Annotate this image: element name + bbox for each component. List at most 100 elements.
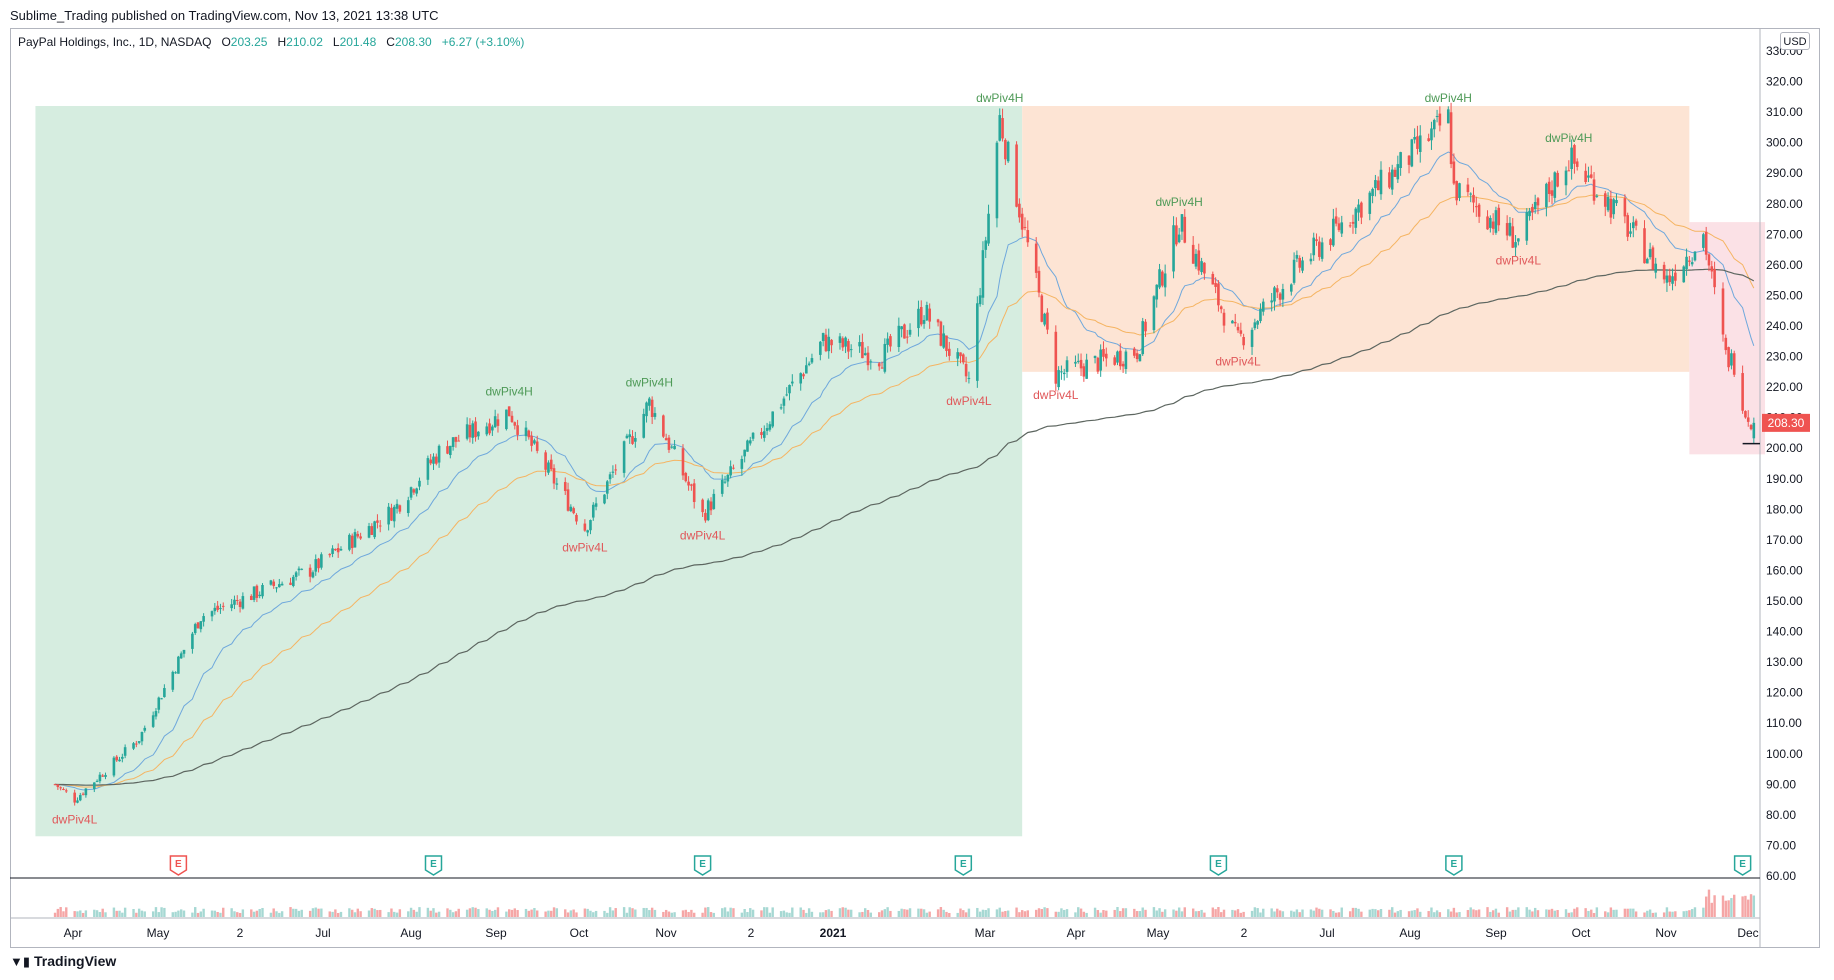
volume-bar [393,911,396,917]
volume-bar [939,907,943,917]
volume-bar [751,909,755,917]
candle-body [998,115,1002,141]
volume-bar [723,907,727,917]
candle-body [1547,181,1551,194]
candle-body [1536,198,1540,206]
candle-body [762,431,766,438]
volume-bar [936,909,940,917]
volume-bar [1407,911,1411,917]
volume-bar [922,909,926,917]
candle-body [1449,112,1453,165]
price-tick-label: 100.00 [1766,747,1803,761]
volume-bar [1752,895,1756,917]
volume-bar [732,908,735,917]
candle-body [1023,226,1027,228]
candle-body [135,743,138,745]
volume-bar [1270,908,1273,917]
candle-body [1194,253,1198,267]
candle-body [1631,222,1635,229]
volume-bar [1525,907,1528,917]
candle-body [1458,183,1461,198]
candle-body [589,520,592,531]
candle-body [1455,181,1458,201]
volume-bar [356,908,360,917]
candle-body [583,523,587,531]
candle-body [1278,293,1282,300]
candle-body [555,483,559,485]
candle-body [751,432,755,439]
candle-body [690,484,693,486]
candle-body [569,506,573,512]
volume-bar [1214,909,1217,917]
earnings-marker-icon[interactable] [954,855,973,876]
candle-body [1332,218,1335,246]
earnings-marker-icon[interactable] [424,855,443,876]
price-tick-label: 240.00 [1766,319,1803,333]
volume-bar [1077,907,1080,917]
earnings-marker-icon[interactable] [169,855,188,876]
candle-body [289,582,292,585]
candle-body [387,506,390,525]
pivot-high-label: dwPiv4H [1545,131,1592,145]
earnings-marker-icon[interactable] [1445,855,1463,876]
earnings-marker-icon[interactable] [693,855,712,876]
candle-body [743,449,746,457]
low-value: 201.48 [339,35,377,49]
candle-body [1749,425,1753,430]
candle-body [1004,139,1007,160]
price-tick-label: 300.00 [1766,136,1803,150]
candle-body [1491,221,1495,229]
volume-bar [1234,910,1237,917]
candle-body [1312,237,1316,256]
candle-body [987,213,990,244]
volume-bar [457,908,460,917]
candle-body [701,499,704,513]
earnings-marker-label: E [960,859,967,870]
pivot-low-label: dwPiv4L [1496,253,1542,267]
volume-bar [151,911,155,917]
volume-bar [137,908,141,917]
volume-bar [1026,910,1029,917]
volume-bar [1074,912,1077,917]
candle-body [1609,198,1613,218]
earnings-marker-icon[interactable] [1209,855,1228,876]
candle-body [457,440,461,442]
volume-bar [634,909,637,917]
volume-bar [690,909,693,917]
candle-body [1102,349,1105,357]
candle-body [1275,288,1279,293]
volume-bar [945,911,948,917]
volume-bar [174,911,177,917]
volume-bar [998,907,1001,917]
volume-bar [642,907,645,917]
volume-bar [819,912,822,917]
volume-bar [1393,912,1397,917]
candle-body [121,756,124,759]
volume-bar [1396,911,1400,917]
candle-body [1079,359,1083,369]
volume-bar [1472,909,1475,917]
candle-body [98,774,102,782]
volume-bar [465,909,469,917]
candle-body [328,553,332,556]
currency-button[interactable]: USD [1780,32,1810,50]
candle-body [1489,217,1492,228]
earnings-marker-icon[interactable] [1733,855,1752,876]
volume-bar [1256,908,1259,917]
volume-bar [1553,910,1557,917]
candle-body [530,435,533,446]
candle-body [919,306,923,325]
tradingview-brand[interactable]: ▼▮ TradingView [10,953,116,970]
candle-body [605,481,609,494]
volume-bar [1121,908,1125,917]
price-tick-label: 160.00 [1766,563,1803,577]
volume-bar [1587,910,1590,917]
candle-body [527,430,531,438]
candle-body [390,507,393,521]
volume-bar [1634,911,1638,917]
volume-bar [1643,912,1646,917]
time-tick-label: 2 [237,926,244,940]
candle-body [1273,287,1276,302]
candle-body [78,795,82,801]
